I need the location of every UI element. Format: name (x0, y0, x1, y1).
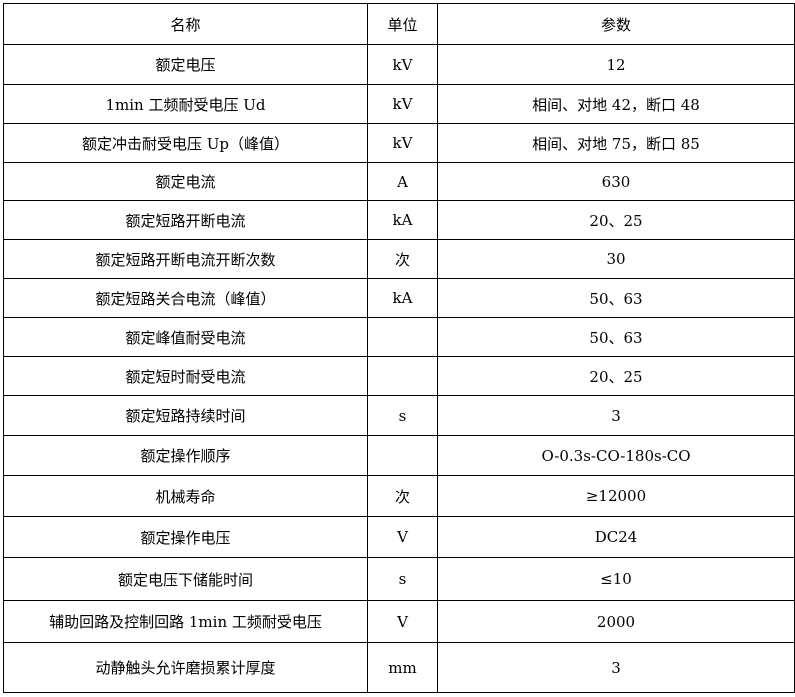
row-name: 额定电压下储能时间 (3, 557, 368, 601)
row-unit: kV (367, 84, 438, 124)
row-name: 额定电压 (3, 44, 368, 85)
row-value: ≥12000 (437, 475, 795, 517)
row-unit: mm (367, 642, 438, 693)
row-unit: kV (367, 123, 438, 163)
row-unit: 次 (367, 475, 438, 517)
row-name: 额定短路开断电流 (3, 200, 368, 240)
row-unit: V (367, 516, 438, 558)
row-name: 额定电流 (3, 162, 368, 201)
row-unit: kV (367, 44, 438, 85)
row-name: 辅助回路及控制回路 1min 工频耐受电压 (3, 600, 368, 643)
row-name: 机械寿命 (3, 475, 368, 517)
table-row: 额定电压下储能时间 s ≤10 (3, 557, 795, 601)
row-name: 额定短路开断电流开断次数 (3, 239, 368, 279)
table-body: 名称 单位 参数 额定电压 kV 12 1min 工频耐受电压 Ud kV 相间、对地 4… (3, 3, 795, 693)
row-unit (367, 435, 438, 476)
row-value: 20、25 (437, 200, 795, 240)
row-name: 额定短时耐受电流 (3, 356, 368, 396)
table-row: 辅助回路及控制回路 1min 工频耐受电压 V 2000 (3, 600, 795, 643)
table-row: 额定短路持续时间 s 3 (3, 395, 795, 436)
row-name: 动静触头允许磨损累计厚度 (3, 642, 368, 693)
row-name: 额定冲击耐受电压 Up（峰值） (3, 123, 368, 163)
table-row: 额定短路关合电流（峰值） kA 50、63 (3, 278, 795, 318)
row-unit: 次 (367, 239, 438, 279)
row-name: 额定操作顺序 (3, 435, 368, 476)
row-unit: kA (367, 200, 438, 240)
row-value: 50、63 (437, 278, 795, 318)
row-unit (367, 356, 438, 396)
table-row: 额定短路开断电流开断次数次 30 (3, 239, 795, 279)
row-name: 额定短路关合电流（峰值） (3, 278, 368, 318)
header-value: 参数 (437, 3, 795, 45)
table-row: 额定峰值耐受电流 50、63 (3, 317, 795, 357)
row-unit: s (367, 395, 438, 436)
header-row: 名称 单位 参数 (3, 3, 795, 45)
row-value: O-0.3s-CO-180s-CO (437, 435, 795, 476)
table-row: 额定短时耐受电流 20、25 (3, 356, 795, 396)
header-unit: 单位 (367, 3, 438, 45)
row-unit (367, 317, 438, 357)
table-row: 额定电压 kV 12 (3, 44, 795, 85)
table-row: 额定操作电压 V DC24 (3, 516, 795, 558)
row-value: 3 (437, 395, 795, 436)
row-unit: A (367, 162, 438, 201)
row-name: 额定操作电压 (3, 516, 368, 558)
table-row: 动静触头允许磨损累计厚度 mm 3 (3, 642, 795, 693)
table-row: 额定电流 A 630 (3, 162, 795, 201)
table-row: 额定短路开断电流 kA 20、25 (3, 200, 795, 240)
row-value: ≤10 (437, 557, 795, 601)
row-value: 2000 (437, 600, 795, 643)
row-unit: s (367, 557, 438, 601)
table-row: 机械寿命次 ≥12000 (3, 475, 795, 517)
row-name: 额定峰值耐受电流 (3, 317, 368, 357)
header-name: 名称 (3, 3, 368, 45)
parameter-table: 名称 单位 参数 额定电压 kV 12 1min 工频耐受电压 Ud kV 相间、对地 4… (3, 3, 795, 693)
row-name: 额定短路持续时间 (3, 395, 368, 436)
table-row: 1min 工频耐受电压 Ud kV 相间、对地 42，断口 48 (3, 84, 795, 124)
row-value: 30 (437, 239, 795, 279)
row-value: 50、63 (437, 317, 795, 357)
table-row: 额定冲击耐受电压 Up（峰值） kV 相间、对地 75，断口 85 (3, 123, 795, 163)
row-value: DC24 (437, 516, 795, 558)
row-value: 相间、对地 42，断口 48 (437, 84, 795, 124)
row-unit: V (367, 600, 438, 643)
table-row: 额定操作顺序 O-0.3s-CO-180s-CO (3, 435, 795, 476)
row-value: 12 (437, 44, 795, 85)
row-value: 相间、对地 75，断口 85 (437, 123, 795, 163)
row-value: 3 (437, 642, 795, 693)
row-value: 20、25 (437, 356, 795, 396)
row-name: 1min 工频耐受电压 Ud (3, 84, 368, 124)
row-value: 630 (437, 162, 795, 201)
row-unit: kA (367, 278, 438, 318)
